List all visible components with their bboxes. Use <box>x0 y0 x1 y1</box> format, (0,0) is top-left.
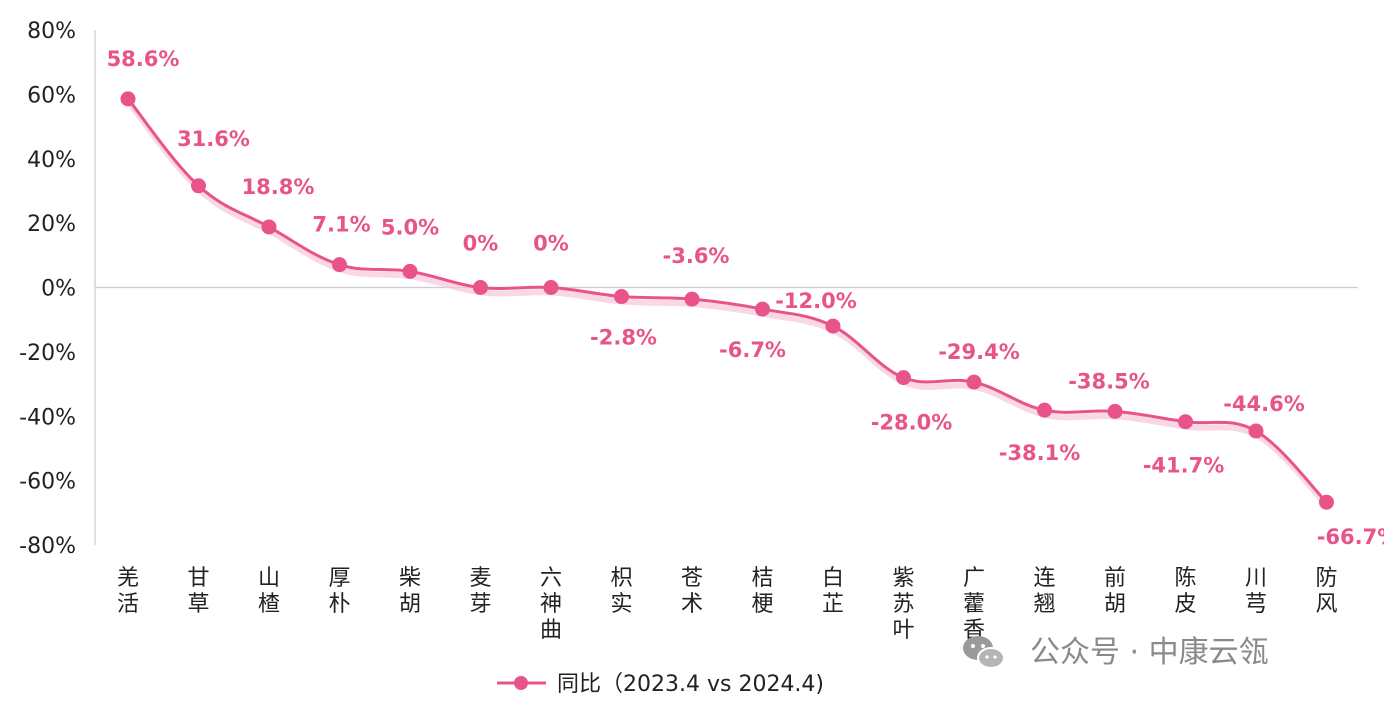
data-point <box>684 291 700 307</box>
y-tick-label: 0% <box>41 277 76 302</box>
data-label: -6.7% <box>719 338 786 362</box>
data-point <box>1037 402 1052 418</box>
data-label: -12.0% <box>775 289 857 313</box>
data-point <box>614 289 629 305</box>
x-tick-label: 厚朴 <box>328 566 350 617</box>
data-label: 0% <box>463 232 499 256</box>
x-tick-label: 陈皮 <box>1174 566 1196 617</box>
x-tick-label: 川芎 <box>1245 566 1267 617</box>
legend-label: 同比（2023.4 vs 2024.4) <box>557 672 824 697</box>
data-point <box>1178 414 1193 430</box>
data-label: -28.0% <box>871 411 953 435</box>
data-point <box>1319 494 1334 510</box>
data-label: -44.6% <box>1223 392 1305 416</box>
data-label: 31.6% <box>177 127 250 151</box>
x-tick-label: 前胡 <box>1104 566 1126 617</box>
data-point <box>1107 403 1123 419</box>
y-tick-label: 40% <box>27 148 76 173</box>
x-tick-label: 羌活 <box>117 566 139 617</box>
data-label: -38.5% <box>1068 369 1150 393</box>
x-tick-label: 防风 <box>1315 566 1337 617</box>
chart-axes <box>94 30 1358 545</box>
x-tick-label: 甘草 <box>187 566 209 617</box>
x-tick-label: 桔梗 <box>751 566 773 617</box>
data-point <box>261 219 277 235</box>
data-point <box>191 178 206 194</box>
watermark: 公众号 · 中康云瓴 <box>963 635 1269 670</box>
data-label: 0% <box>533 232 569 256</box>
x-tick-label: 六神曲 <box>540 566 562 643</box>
data-point <box>896 370 911 386</box>
x-tick-label: 白芷 <box>822 566 844 617</box>
x-tick-label: 柴胡 <box>399 566 421 617</box>
y-tick-label: -40% <box>19 405 76 430</box>
data-label: -2.8% <box>590 326 657 350</box>
data-point <box>755 301 770 317</box>
x-tick-label: 麦芽 <box>469 566 491 617</box>
data-label: 5.0% <box>381 215 439 239</box>
data-point <box>332 257 347 273</box>
legend-marker <box>514 676 528 690</box>
data-label: -3.6% <box>663 244 730 268</box>
y-tick-label: -20% <box>19 341 76 366</box>
legend: 同比（2023.4 vs 2024.4) <box>497 672 824 697</box>
series-layer <box>120 91 1334 510</box>
data-label: 18.8% <box>242 175 315 199</box>
data-point <box>120 91 136 107</box>
x-tick-label: 连翘 <box>1033 566 1055 617</box>
series-line <box>126 97 1328 504</box>
data-label: -66.7% <box>1317 525 1384 549</box>
y-tick-label: 80% <box>27 19 76 44</box>
y-tick-label: 20% <box>27 212 76 237</box>
data-label: -38.1% <box>999 441 1081 465</box>
watermark-text: 公众号 · 中康云瓴 <box>1030 635 1269 670</box>
data-label: 7.1% <box>312 213 370 237</box>
x-tick-label: 苍术 <box>681 566 703 617</box>
wechat-icon <box>963 636 1005 669</box>
data-labels: 58.6% 31.6% 18.8% 7.1% 5.0% 0% 0% -2.8% -3.6% -6.… <box>107 47 1384 549</box>
y-tick-label: -60% <box>19 470 76 495</box>
y-tick-label: 60% <box>27 83 76 108</box>
data-label: -41.7% <box>1143 454 1225 478</box>
y-axis-ticks: 80% 60% 40% 20% 0% -20% -40% -60% -80% <box>19 19 76 559</box>
data-point <box>825 318 841 334</box>
data-label: -29.4% <box>938 340 1020 364</box>
series-line-shadow <box>127 101 1331 510</box>
x-tick-label: 广藿香 <box>963 566 985 643</box>
data-point <box>402 263 418 279</box>
data-point <box>1248 423 1264 439</box>
data-point <box>966 374 982 390</box>
x-tick-label: 枳实 <box>610 566 632 617</box>
x-tick-label: 山楂 <box>258 566 280 617</box>
data-label: 58.6% <box>107 47 180 71</box>
data-point <box>543 280 559 295</box>
data-point <box>473 280 488 295</box>
x-tick-label: 紫苏叶 <box>892 566 914 643</box>
y-tick-label: -80% <box>19 534 76 559</box>
